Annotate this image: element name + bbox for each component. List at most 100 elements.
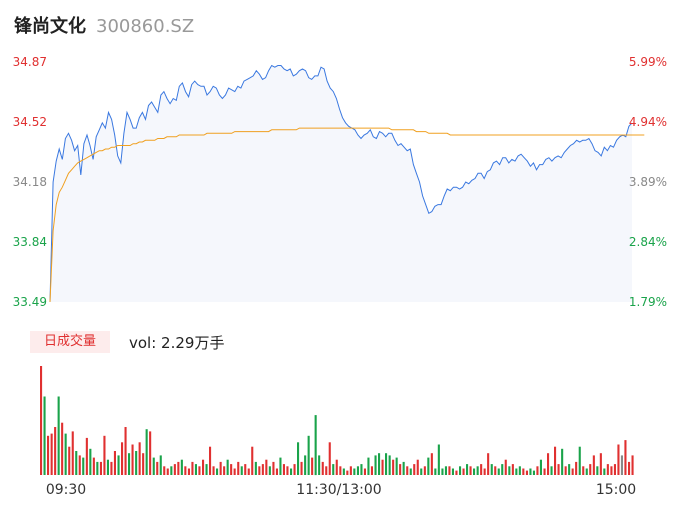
volume-bar (444, 466, 447, 475)
volume-bar (314, 415, 317, 476)
volume-bar (209, 446, 212, 475)
volume-bar (437, 444, 440, 475)
volume-bar (606, 464, 609, 475)
volume-bar (529, 468, 532, 475)
percent-tick-label: 1.79% (629, 295, 667, 309)
volume-bar (170, 466, 173, 475)
volume-bar (202, 459, 205, 475)
volume-bar (279, 457, 282, 475)
volume-bar (610, 466, 613, 475)
volume-bar (392, 459, 395, 475)
volume-bar (430, 453, 433, 475)
volume-bar (184, 466, 187, 475)
volume-bar (427, 457, 430, 475)
volume-bar (367, 457, 370, 475)
volume-bar (57, 396, 60, 475)
volume-bar (504, 459, 507, 475)
volume-bar (631, 455, 634, 475)
volume-bar (121, 442, 124, 475)
volume-bar (247, 468, 250, 475)
volume-bar (89, 448, 92, 475)
volume-bar (459, 466, 462, 475)
volume-bar (575, 461, 578, 475)
volume-bar (173, 464, 176, 475)
volume-bar (525, 470, 528, 475)
volume-bar (494, 466, 497, 475)
volume-bar (466, 464, 469, 475)
volume-bar (321, 461, 324, 475)
volume-bar (152, 457, 155, 475)
volume-bar (145, 429, 148, 475)
volume-bar (356, 466, 359, 475)
volume-bar (539, 459, 542, 475)
volume-bar (620, 455, 623, 475)
volume-bar (307, 435, 310, 475)
volume-bar (487, 453, 490, 475)
volume-bar (40, 366, 43, 475)
volume-bar (128, 453, 131, 475)
volume-bar (374, 455, 377, 475)
volume-bar (339, 466, 342, 475)
volume-bar (92, 457, 95, 475)
volume-bar (64, 433, 67, 475)
volume-bar (596, 466, 599, 475)
volume-bar (268, 466, 271, 475)
volume-bar (473, 468, 476, 475)
volume-bar (557, 464, 560, 475)
volume-bar (47, 435, 50, 475)
volume-bar (536, 466, 539, 475)
volume-bar (223, 466, 226, 475)
volume-bar (515, 468, 518, 475)
volume-bar (423, 466, 426, 475)
volume-bar (346, 470, 349, 475)
volume-bar (293, 464, 296, 475)
volume-bar (420, 468, 423, 475)
volume-bar (462, 468, 465, 475)
volume-bar (311, 457, 314, 475)
percent-tick-label: 4.94% (629, 115, 667, 129)
volume-bar (275, 468, 278, 475)
volume-bar (599, 453, 602, 475)
volume-tab[interactable]: 日成交量 (30, 331, 110, 353)
volume-bar (61, 422, 64, 475)
volume-bar (135, 451, 138, 475)
time-tick-label: 15:00 (596, 482, 636, 498)
volume-bar (261, 464, 264, 475)
volume-bar (282, 464, 285, 475)
volume-bar (297, 442, 300, 475)
volume-bar (99, 461, 102, 475)
volume-bar (237, 461, 240, 475)
volume-bar (85, 437, 88, 475)
volume-bar (547, 453, 550, 475)
volume-bar (363, 468, 366, 475)
volume-bar (589, 464, 592, 475)
volume-bar (180, 459, 183, 475)
volume-bar (402, 461, 405, 475)
volume-bar (191, 461, 194, 475)
volume-bar (592, 455, 595, 475)
volume-bar (554, 446, 557, 475)
volume-bar (272, 461, 275, 475)
volume-bar (603, 468, 606, 475)
volume-bar (501, 464, 504, 475)
volume-bar (480, 464, 483, 475)
volume-bar (131, 444, 134, 475)
volume-bar (124, 427, 127, 475)
volume-bar (142, 453, 145, 475)
volume-bar (624, 440, 627, 475)
volume-bar (469, 466, 472, 475)
volume-bar (205, 464, 208, 475)
time-tick-label: 09:30 (46, 482, 86, 498)
volume-bar (156, 461, 159, 475)
volume-bar (159, 455, 162, 475)
volume-bar (342, 468, 345, 475)
volume-bar (304, 455, 307, 475)
volume-bar (117, 455, 120, 475)
volume-bar (388, 455, 391, 475)
volume-bar (244, 464, 247, 475)
price-tick-label: 33.49 (13, 295, 47, 309)
price-line (49, 64, 633, 303)
volume-bar (226, 459, 229, 475)
volume-bar (378, 453, 381, 475)
volume-bar (103, 435, 106, 475)
